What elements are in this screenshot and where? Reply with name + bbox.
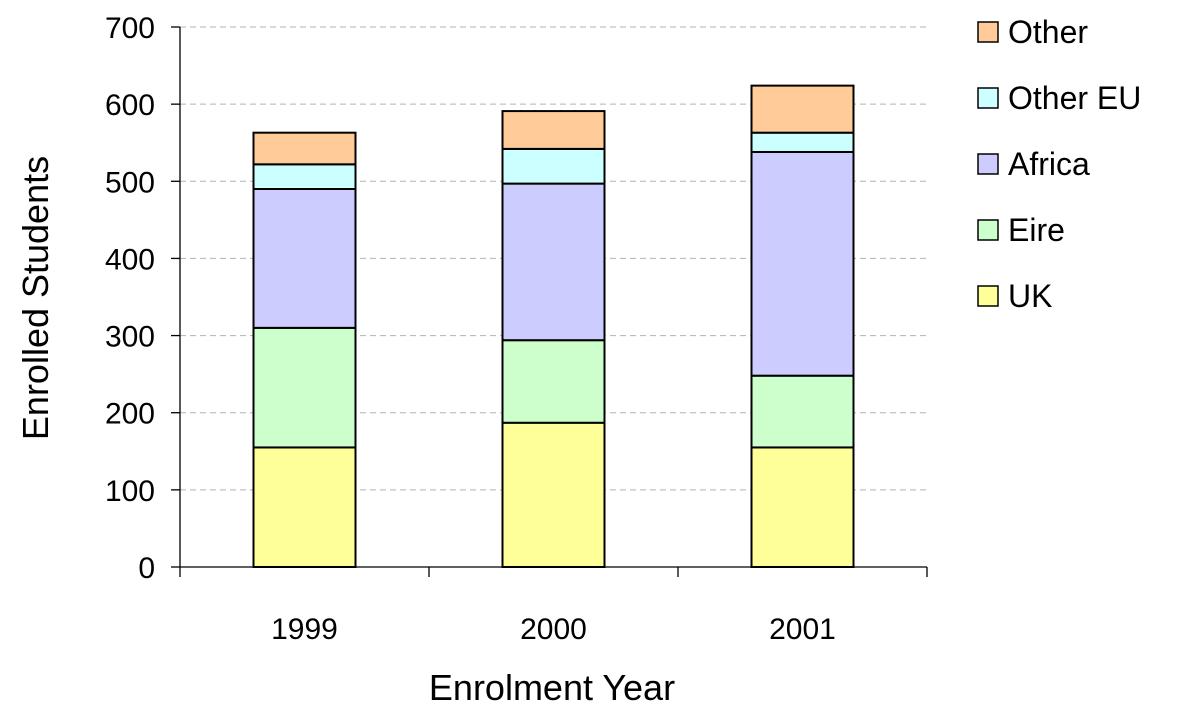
legend-swatch-africa <box>977 153 999 175</box>
legend-label-other: Other <box>1008 14 1088 50</box>
bar-segment-other-eu-2001 <box>750 131 855 153</box>
legend-swatch-other <box>977 21 999 43</box>
bar-segment-africa-2000 <box>501 182 606 342</box>
y-tick-label: 300 <box>105 321 155 354</box>
legend-label-other-eu: Other EU <box>1008 80 1141 116</box>
legend-swatch-eire <box>977 219 999 241</box>
x-tick-label: 1999 <box>271 613 338 646</box>
bar-segment-other-2001 <box>750 84 855 134</box>
legend-label-uk: UK <box>1008 278 1052 314</box>
y-tick-label: 600 <box>105 89 155 122</box>
y-tick-label: 700 <box>105 12 155 45</box>
x-tick-label: 2000 <box>520 613 587 646</box>
legend-swatch-uk <box>977 285 999 307</box>
x-tick-label: 2001 <box>769 613 836 646</box>
bar-segment-other-eu-1999 <box>252 163 357 190</box>
legend-swatch-other-eu <box>977 87 999 109</box>
bar-segment-africa-1999 <box>252 188 357 329</box>
y-axis-title: Enrolled Students <box>15 156 56 440</box>
y-tick-label: 500 <box>105 166 155 199</box>
y-tick-label: 0 <box>138 552 155 585</box>
bar-segment-eire-2000 <box>501 339 606 424</box>
y-tick-label: 400 <box>105 243 155 276</box>
bar-segment-eire-1999 <box>252 326 357 449</box>
bar-segment-africa-2001 <box>750 150 855 377</box>
legend-label-eire: Eire <box>1008 212 1065 248</box>
x-axis-title: Enrolment Year <box>429 667 675 708</box>
bar-segment-uk-2001 <box>750 446 855 568</box>
bars-layer <box>252 84 855 568</box>
bar-segment-uk-1999 <box>252 446 357 568</box>
bar-segment-other-2000 <box>501 110 606 150</box>
legend: Other Other EU Africa Eire UK <box>977 14 1141 314</box>
y-tick-label: 100 <box>105 475 155 508</box>
axes-layer <box>171 26 928 577</box>
bar-segment-eire-2001 <box>750 374 855 449</box>
legend-label-africa: Africa <box>1008 146 1090 182</box>
bar-segment-other-1999 <box>252 131 357 166</box>
bar-segment-other-eu-2000 <box>501 147 606 185</box>
labels-layer: 0 100 200 300 400 500 600 700 1999 2000 2001 <box>105 12 836 646</box>
y-tick-label: 200 <box>105 398 155 431</box>
bar-segment-uk-2000 <box>501 421 606 568</box>
